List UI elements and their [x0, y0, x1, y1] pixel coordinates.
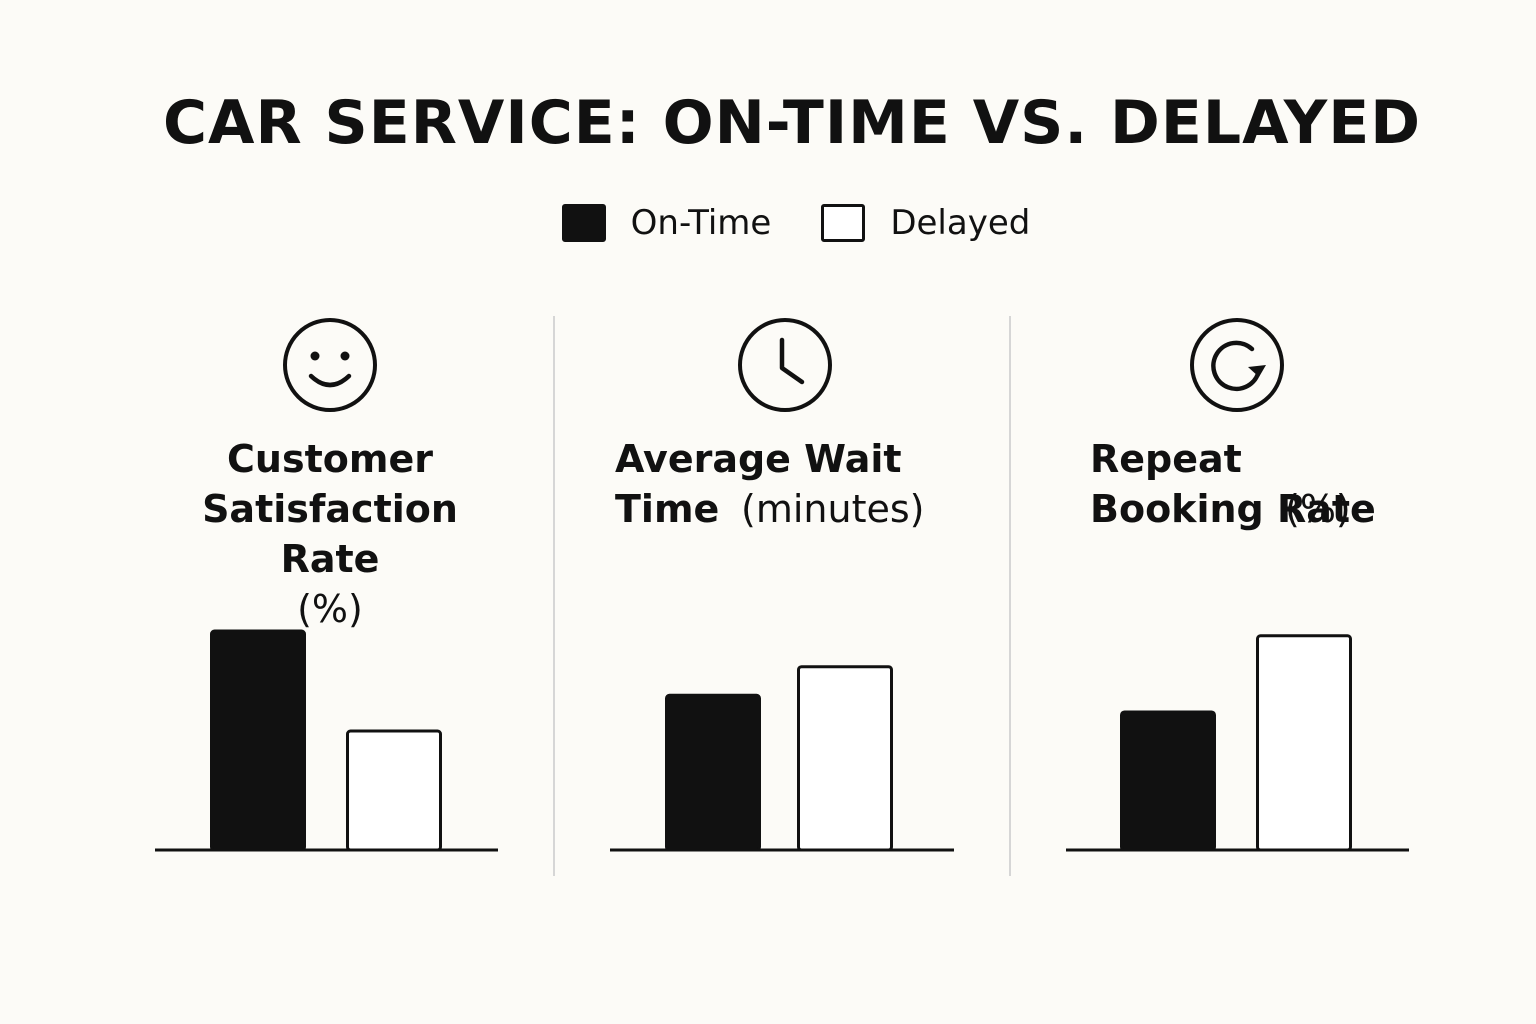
clock-icon — [738, 318, 832, 412]
panel-title: Customer Satisfaction Rate (%) — [100, 434, 560, 634]
chart-title: CAR SERVICE: ON-TIME VS. DELAYED — [162, 88, 1422, 158]
panel-divider — [553, 316, 555, 876]
panel-title-main: Repeat Booking Rate — [1090, 437, 1376, 531]
bar-delayed — [1256, 634, 1352, 852]
bar-on-time — [1120, 710, 1216, 852]
legend-item-on-time: On-Time — [561, 203, 772, 243]
legend-swatch-delayed — [821, 204, 866, 242]
panel-title-unit: (minutes) — [741, 487, 925, 531]
bar-chart-1 — [610, 665, 954, 852]
panel-title-main: Average Wait Time — [615, 437, 902, 531]
bar-on-time — [665, 693, 761, 852]
panel-divider — [1009, 316, 1011, 876]
bar-chart-0 — [155, 629, 498, 852]
legend-swatch-on-time — [561, 204, 606, 242]
bar-delayed — [346, 729, 442, 852]
smiley-face-icon — [283, 318, 377, 412]
panel-title-main: Customer Satisfaction Rate — [202, 437, 458, 581]
panel-title: Repeat Booking Rate (%) — [1030, 434, 1450, 534]
legend: On-Time Delayed — [0, 203, 1536, 243]
panel-customer-satisfaction: Customer Satisfaction Rate (%) — [120, 0, 540, 1024]
panel-title-unit: (%) — [1285, 487, 1351, 531]
bar-chart-2 — [1066, 634, 1409, 852]
legend-label-delayed: Delayed — [890, 203, 1031, 243]
panel-repeat-booking-rate: Repeat Booking Rate (%) — [1030, 0, 1450, 1024]
panel-title-unit: (%) — [297, 587, 363, 631]
refresh-icon — [1190, 318, 1284, 412]
panel-title: Average Wait Time (minutes) — [575, 434, 955, 534]
bar-on-time — [210, 629, 306, 852]
legend-label-on-time: On-Time — [630, 203, 772, 243]
panel-average-wait-time: Average Wait Time (minutes) — [575, 0, 995, 1024]
legend-item-delayed: Delayed — [821, 203, 1030, 243]
bar-delayed — [797, 665, 893, 852]
